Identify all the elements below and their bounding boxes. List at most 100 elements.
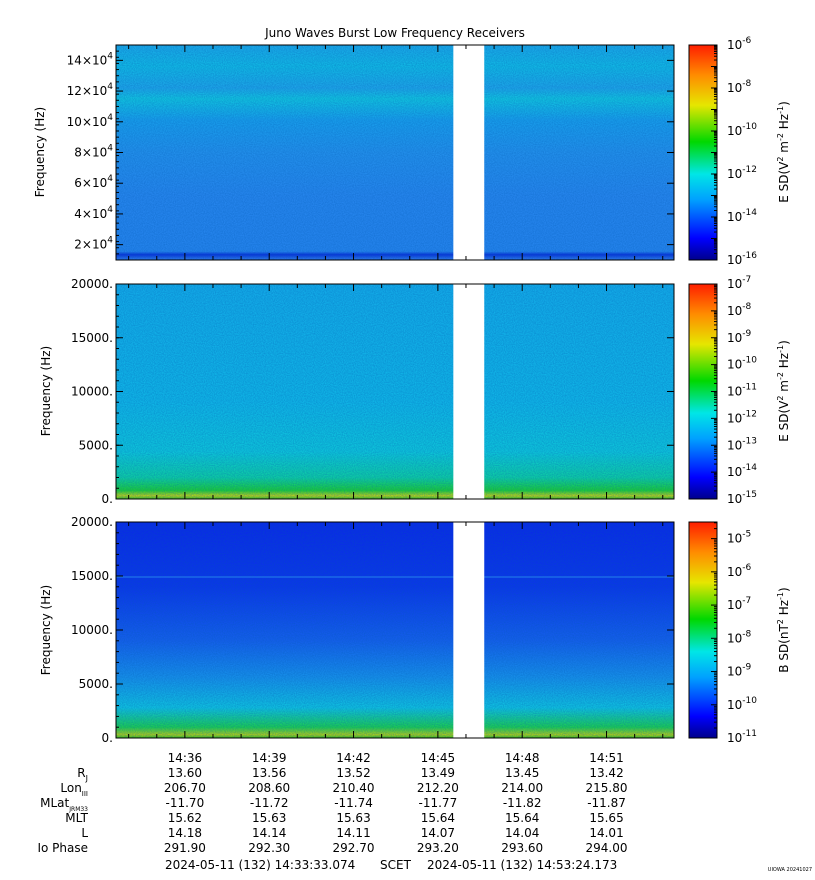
ephemeris-value: 215.80 <box>586 781 628 795</box>
panel-3-colorbar <box>688 521 718 739</box>
colorbar-tick-label: 10-10 <box>727 356 757 372</box>
time-tick-label: 14:48 <box>505 751 540 765</box>
ephemeris-value: 15.62 <box>168 811 202 825</box>
y-tick-label: 8×104 <box>74 144 113 160</box>
colorbar-tick-label: 10-8 <box>727 302 752 318</box>
ephemeris-value: -11.77 <box>419 796 458 810</box>
panel-1-colorbar-ticks: 10-16 10-14 10-12 10-10 10-8 10-6 <box>711 36 757 267</box>
y-tick-label: 0. <box>102 492 113 506</box>
y-tick-label: 15000. <box>71 569 113 583</box>
panel-1-ylabel: Frequency (Hz) <box>33 107 47 198</box>
y-tick-label: 5000. <box>79 677 113 691</box>
panel-1-noise <box>116 45 674 260</box>
panel-1-data-gap <box>453 44 485 261</box>
colorbar-tick-label: 10-16 <box>727 251 757 267</box>
panel-3-colorbar-label: B SD(nT2 Hz-1) <box>776 587 791 672</box>
y-tick-label: 4×104 <box>74 205 113 221</box>
ephemeris-value: -11.72 <box>250 796 289 810</box>
ephemeris-value: 14.07 <box>421 826 455 840</box>
colorbar-tick-label: 10-10 <box>727 122 757 138</box>
ephemeris-value: 13.56 <box>252 766 286 780</box>
footer-start-time: 2024-05-11 (132) 14:33:33.074 <box>165 858 355 872</box>
colorbar-tick-label: 10-8 <box>727 79 752 95</box>
panel-1-colorbar-label: E SD(V2 m-2 Hz-1) <box>776 101 791 203</box>
colorbar-tick-label: 10-12 <box>727 165 757 181</box>
gap-block <box>453 521 485 739</box>
time-tick-label: 14:51 <box>589 751 624 765</box>
panel-3-data-gap <box>453 521 485 739</box>
ephemeris-row-labels: RJ LonIII MLatJRM33 MLT L Io Phase <box>37 766 88 855</box>
colorbar-tick-label: 10-7 <box>727 275 751 291</box>
ephemeris-value: 294.00 <box>586 841 628 855</box>
ephem-label-l: L <box>81 826 88 840</box>
ephemeris-value: 13.60 <box>168 766 202 780</box>
colorbar-tick-label: 10-11 <box>727 383 757 399</box>
ephemeris-value: 15.63 <box>252 811 286 825</box>
ephemeris-value: 210.40 <box>333 781 375 795</box>
ephem-label-io-phase: Io Phase <box>37 841 88 855</box>
panel-3-noise <box>116 522 674 738</box>
ephemeris-value: 14.18 <box>168 826 202 840</box>
ephemeris-value: 14.04 <box>505 826 539 840</box>
panel-2-colorbar-label: E SD(V2 m-2 Hz-1) <box>776 340 791 442</box>
ephemeris-value: -11.74 <box>334 796 373 810</box>
y-tick-label: 20000. <box>71 515 113 529</box>
ephemeris-value: 13.49 <box>421 766 455 780</box>
colorbar-tick-label: 10-14 <box>727 463 757 479</box>
ephem-label-lon: LonIII <box>60 781 88 798</box>
gap-block <box>453 283 485 500</box>
y-tick-label: 2×104 <box>74 236 113 252</box>
ephemeris-value: 13.45 <box>505 766 539 780</box>
ephemeris-value: 206.70 <box>164 781 206 795</box>
ephemeris-value: -11.82 <box>503 796 542 810</box>
ephemeris-value: 15.64 <box>421 811 455 825</box>
watermark: UIOWA 20241027 <box>768 867 812 873</box>
ephemeris-value: 212.20 <box>417 781 459 795</box>
colorbar-tick-label: 10-9 <box>727 329 752 345</box>
y-tick-label: 12×104 <box>67 82 114 98</box>
colorbar-tick-label: 10-9 <box>727 663 752 679</box>
panel-3-colorbar-ticks: 10-11 10-10 10-9 10-8 10-7 10-6 10-5 <box>711 522 757 745</box>
ephemeris-value: 292.70 <box>333 841 375 855</box>
ephemeris-value: -11.87 <box>587 796 626 810</box>
panel-2-noise <box>116 284 674 499</box>
panel-2-ylabel: Frequency (Hz) <box>39 346 53 437</box>
ephemeris-value: 13.42 <box>589 766 623 780</box>
panel-1-x-ticks <box>128 45 664 260</box>
colorbar-tick-label: 10-5 <box>727 530 751 546</box>
y-tick-label: 10×104 <box>67 113 114 129</box>
colorbar-tick-label: 10-12 <box>727 409 757 425</box>
ephemeris-value: 291.90 <box>164 841 206 855</box>
y-tick-label: 14×104 <box>67 51 114 67</box>
y-tick-label: 0. <box>102 731 113 745</box>
y-tick-label: 15000. <box>71 331 113 345</box>
colorbar-tick-label: 10-6 <box>727 36 752 52</box>
figure-title: Juno Waves Burst Low Frequency Receivers <box>264 26 525 40</box>
ephemeris-values: 13.60 13.56 13.52 13.49 13.45 13.42 206.70 208.… <box>164 766 628 855</box>
ephemeris-value: -11.70 <box>166 796 205 810</box>
panel-1: 2×104 4×104 6×104 8×104 10×104 12×104 14×104 F… <box>33 36 791 267</box>
ephemeris-value: 15.63 <box>336 811 370 825</box>
colorbar-tick-label: 10-6 <box>727 563 752 579</box>
colorbar-tick-label: 10-14 <box>727 208 757 224</box>
ephemeris-value: 13.52 <box>336 766 370 780</box>
ephemeris-value: 208.60 <box>248 781 290 795</box>
ephemeris-value: 14.01 <box>589 826 623 840</box>
colorbar-tick-label: 10-7 <box>727 596 751 612</box>
panel-2-x-ticks <box>128 284 664 499</box>
panel-2-y-ticks: 0. 5000. 10000. 15000. 20000. <box>71 277 674 506</box>
ephemeris-value: 14.11 <box>336 826 370 840</box>
footer-scet: SCET <box>380 858 412 872</box>
time-tick-label: 14:45 <box>421 751 456 765</box>
colorbar-tick-label: 10-11 <box>727 729 757 745</box>
panel-3-ylabel: Frequency (Hz) <box>39 585 53 676</box>
panel-3-y-ticks: 0. 5000. 10000. 15000. 20000. <box>71 515 674 745</box>
time-tick-label: 14:36 <box>168 751 203 765</box>
time-tick-label: 14:42 <box>336 751 371 765</box>
ephem-label-mlat: MLatJRM33 <box>40 796 88 813</box>
colorbar-tick-label: 10-13 <box>727 436 757 452</box>
ephemeris-value: 15.64 <box>505 811 539 825</box>
panel-1-y-ticks: 2×104 4×104 6×104 8×104 10×104 12×104 14×104 <box>67 44 674 261</box>
panel-3: 0. 5000. 10000. 15000. 20000. Frequency (Hz)… <box>39 515 791 745</box>
y-tick-label: 6×104 <box>74 174 113 190</box>
